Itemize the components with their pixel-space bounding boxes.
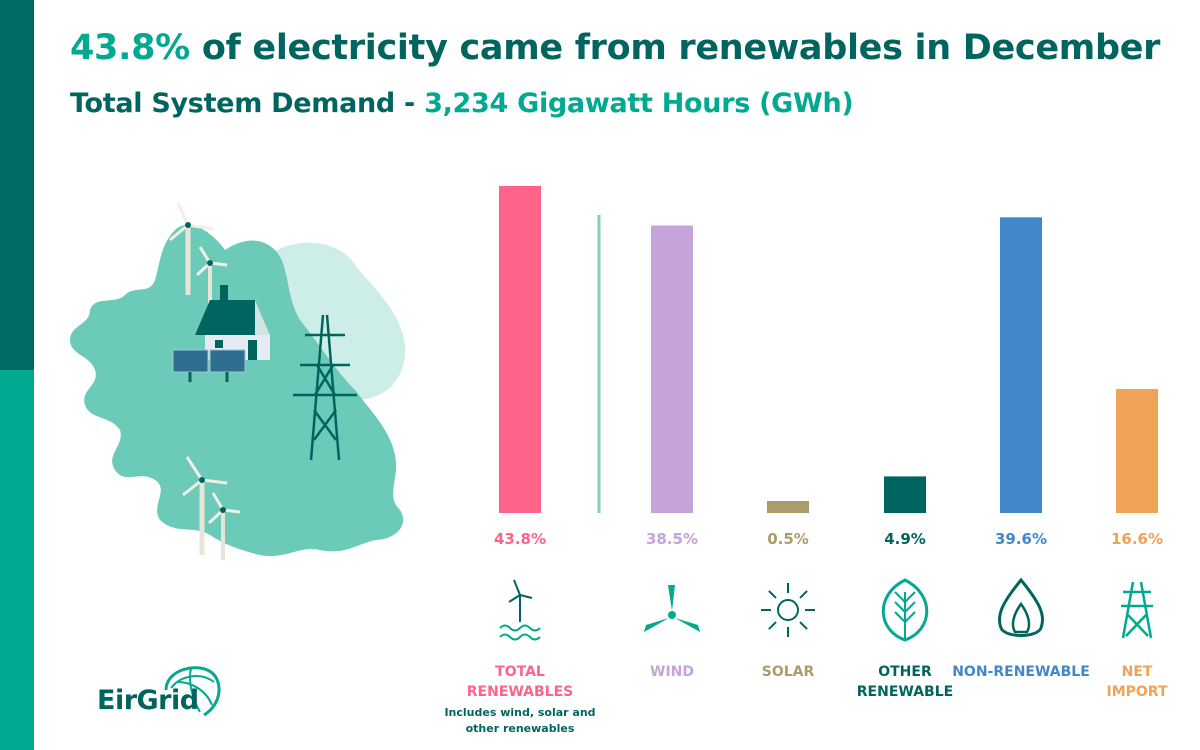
value-label-2: 0.5% xyxy=(767,530,809,548)
pylon-icon xyxy=(1121,581,1153,639)
category-note-0: Includes wind, solar and xyxy=(444,706,595,719)
bar-2 xyxy=(767,501,809,513)
wind-blades-icon xyxy=(644,585,700,632)
bar-1 xyxy=(651,225,693,514)
category-label-1-0: WIND xyxy=(650,664,694,680)
title-text: of electricity came from renewables in D… xyxy=(189,28,1161,68)
value-label-0: 43.8% xyxy=(494,530,546,548)
value-label-4: 39.6% xyxy=(995,530,1047,548)
solar-panels-illustration xyxy=(172,349,246,382)
wind-turbine-south xyxy=(182,456,241,560)
ireland-silhouette xyxy=(70,224,404,557)
chart-title: 43.8% of electricity came from renewable… xyxy=(70,28,1160,68)
eirgrid-logo-mark xyxy=(164,666,221,717)
value-label-1: 38.5% xyxy=(646,530,698,548)
flame-icon xyxy=(997,577,1045,637)
category-label-5-0: NET xyxy=(1122,664,1153,680)
side-strip-bottom xyxy=(0,370,34,750)
value-label-3: 4.9% xyxy=(884,530,926,548)
wind-turbine-water-icon xyxy=(499,579,541,641)
title-highlight: 43.8% xyxy=(70,28,190,68)
subtitle-highlight: 3,234 Gigawatt Hours (GWh) xyxy=(424,88,854,119)
wind-turbine-north xyxy=(169,202,228,305)
category-label-3-1: RENEWABLE xyxy=(857,684,953,700)
category-label-3-0: OTHER xyxy=(878,664,932,680)
bar-3 xyxy=(884,476,926,513)
category-label-0-1: RENEWABLES xyxy=(467,684,574,700)
bar-4 xyxy=(1000,217,1042,513)
pylon-illustration xyxy=(293,314,357,461)
bar-0 xyxy=(499,185,541,513)
value-label-5: 16.6% xyxy=(1111,530,1163,548)
category-label-4-0: NON-RENEWABLE xyxy=(952,664,1090,680)
leaf-icon xyxy=(881,578,929,642)
ireland-map-illustration xyxy=(70,202,406,560)
chart-subtitle: Total System Demand - 3,234 Gigawatt Hou… xyxy=(70,88,854,119)
sun-icon xyxy=(761,583,815,637)
eirgrid-logo-text: EirGrid xyxy=(97,685,199,716)
category-label-0-0: TOTAL xyxy=(495,664,545,680)
category-note-1: other renewables xyxy=(466,722,575,735)
category-label-5-1: IMPORT xyxy=(1106,684,1167,700)
category-label-2-0: SOLAR xyxy=(762,664,815,680)
bar-5 xyxy=(1116,389,1158,513)
side-strip-top xyxy=(0,0,34,370)
subtitle-text: Total System Demand - xyxy=(70,88,425,119)
